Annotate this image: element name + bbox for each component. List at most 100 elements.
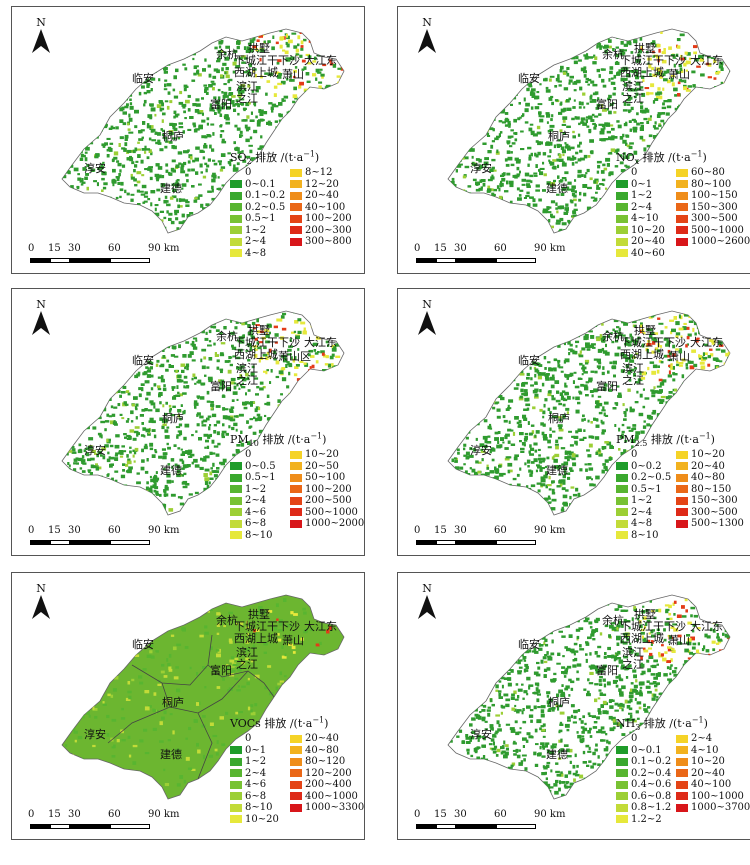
district-label-xiacheng_jianggan_xiasha: 下城江干下沙 bbox=[234, 336, 300, 349]
district-label-yuhang: 余杭 bbox=[216, 614, 238, 627]
legend-swatch bbox=[230, 462, 242, 471]
legend-swatch bbox=[290, 237, 302, 246]
legend-item: 0.6~0.8 bbox=[616, 791, 671, 803]
legend-swatch bbox=[230, 180, 242, 189]
legend-item: 1~2 bbox=[616, 495, 671, 507]
legend-swatch bbox=[616, 485, 628, 494]
legend-item: 1~2 bbox=[230, 225, 285, 237]
district-label-dajiangdong: 大江东 bbox=[690, 54, 723, 67]
legend-swatch bbox=[290, 496, 302, 505]
legend-label: 4~10 bbox=[631, 213, 659, 224]
district-label-fuyang: 富阳 bbox=[210, 664, 232, 677]
legend-item: 2~4 bbox=[230, 768, 279, 780]
district-label-xihu_shangcheng: 西湖上城 bbox=[234, 632, 278, 645]
legend-swatch bbox=[616, 462, 628, 471]
district-label-gongshu: 拱墅 bbox=[634, 42, 656, 55]
scale-tick: 15 bbox=[434, 809, 447, 820]
district-label-zhijiang: 之江 bbox=[236, 658, 258, 671]
legend-swatch bbox=[230, 769, 242, 778]
legend-label: 0 bbox=[245, 167, 252, 178]
legend-item: 0~0.2 bbox=[616, 461, 671, 473]
district-label-binjiang: 滨江 bbox=[236, 646, 258, 659]
district-label-xihu_shangcheng: 西湖上城 bbox=[234, 66, 278, 79]
legend-swatch bbox=[616, 214, 628, 223]
scale-bar: 0 15 30 60 90 km bbox=[414, 809, 576, 835]
district-label-jiande: 建德 bbox=[160, 748, 182, 761]
scale-tick: 30 bbox=[454, 809, 467, 820]
legend-swatch bbox=[290, 803, 302, 812]
scale-tick: 90 km bbox=[534, 809, 566, 820]
north-label: N bbox=[36, 582, 46, 595]
district-label-lin_an: 临安 bbox=[518, 638, 540, 651]
legend-label: 500~1300 bbox=[691, 518, 744, 529]
legend-swatch bbox=[676, 191, 688, 200]
legend-swatch bbox=[616, 746, 628, 755]
legend-item: 0~0.5 bbox=[230, 461, 276, 473]
legend-label: 40~60 bbox=[631, 247, 665, 259]
legend-label: 2~4 bbox=[691, 733, 713, 744]
legend-column-right: 10~20 20~40 40~80 80~150 150~300 300~500 500~1… bbox=[676, 449, 744, 530]
legend-swatch bbox=[616, 226, 628, 235]
legend-label: 0.2~0.4 bbox=[631, 767, 672, 779]
legend-item: 8~10 bbox=[616, 530, 671, 542]
scale-segment bbox=[30, 540, 50, 545]
legend-swatch bbox=[230, 803, 242, 812]
scale-segment bbox=[416, 824, 436, 829]
district-label-zhijiang: 之江 bbox=[622, 658, 644, 671]
legend-swatch bbox=[290, 462, 302, 471]
legend-label: 500~1000 bbox=[305, 506, 358, 518]
district-label-zhijiang: 之江 bbox=[236, 92, 258, 105]
legend-title: NH3 排放 /(t·a−1) bbox=[616, 715, 708, 733]
legend-label: 1~2 bbox=[245, 756, 267, 767]
legend-label: 200~300 bbox=[305, 224, 352, 236]
scale-tick: 90 km bbox=[534, 243, 566, 254]
legend-label: 1000~3700 bbox=[691, 802, 750, 813]
north-arrow: N bbox=[416, 17, 438, 57]
legend-item: 40~60 bbox=[616, 248, 665, 260]
legend-swatch bbox=[290, 757, 302, 766]
legend-swatch bbox=[676, 237, 688, 246]
panel-pm25: N 余杭 拱墅 下城江干下沙 大江东 西湖上城 滨江 之江 临安 富阳 桐庐 淳安 建德 萧山 PM2.5 … bbox=[397, 288, 750, 556]
district-label-tonglu: 桐庐 bbox=[548, 696, 570, 709]
legend-label: 1~2 bbox=[245, 483, 267, 495]
legend-item: 4~6 bbox=[230, 507, 276, 519]
district-label-lin_an: 临安 bbox=[132, 354, 154, 367]
region-map bbox=[447, 594, 731, 800]
district-label-yuhang: 余杭 bbox=[216, 330, 238, 343]
legend-swatch bbox=[230, 169, 242, 177]
legend-item: 120~200 bbox=[290, 768, 364, 780]
legend-item: 0~0.1 bbox=[230, 179, 285, 191]
legend-item: 0 bbox=[230, 733, 279, 745]
district-label-gongshu: 拱墅 bbox=[248, 324, 270, 337]
legend-column-left: 0 0~0.2 0.2~0.5 0.5~1 1~2 2~4 4~8 8~10 bbox=[616, 449, 671, 541]
legend-title: PM10 排放 /(t·a−1) bbox=[230, 431, 327, 449]
legend-item: 0.1~0.2 bbox=[616, 756, 671, 768]
legend-item: 12~20 bbox=[290, 179, 352, 191]
legend-swatch bbox=[230, 496, 242, 505]
legend-swatch bbox=[616, 508, 628, 517]
legend-item: 100~1000 bbox=[676, 791, 750, 803]
legend-swatch bbox=[230, 451, 242, 459]
legend-swatch bbox=[230, 203, 242, 212]
legend-item: 200~400 bbox=[290, 779, 364, 791]
district-label-fuyang: 富阳 bbox=[596, 380, 618, 393]
legend-column-right: 2~4 4~10 10~20 20~40 40~100 100~1000 1000~3700 bbox=[676, 733, 750, 814]
legend-item: 300~800 bbox=[290, 236, 352, 248]
scale-segment bbox=[456, 824, 496, 829]
legend-swatch bbox=[676, 496, 688, 505]
legend-item: 0 bbox=[616, 167, 665, 179]
legend-item: 10~20 bbox=[290, 449, 364, 461]
legend-column-right: 60~80 80~100 100~150 150~300 300~500 500~1000… bbox=[676, 167, 750, 248]
district-boundaries bbox=[107, 634, 275, 780]
district-label-xiaoshan: 萧山 bbox=[282, 68, 304, 81]
scale-segment bbox=[496, 540, 536, 545]
legend-item: 200~300 bbox=[290, 225, 352, 237]
north-arrow-icon bbox=[418, 29, 436, 53]
legend-swatch bbox=[676, 803, 688, 812]
legend-swatch bbox=[230, 746, 242, 755]
district-label-xiaoshan: 萧山 bbox=[668, 634, 690, 647]
north-arrow: N bbox=[416, 299, 438, 339]
legend-swatch bbox=[290, 769, 302, 778]
legend-item: 150~300 bbox=[676, 202, 750, 214]
district-label-jiande: 建德 bbox=[546, 182, 568, 195]
